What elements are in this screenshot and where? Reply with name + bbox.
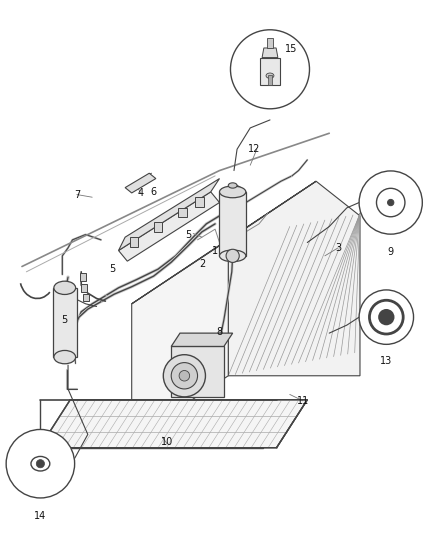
Circle shape [36,459,44,468]
Circle shape [369,300,402,334]
Text: 5: 5 [61,315,67,325]
Bar [153,222,162,232]
Circle shape [6,430,74,498]
Bar [260,58,279,85]
Text: 9: 9 [387,247,393,256]
Bar [195,197,204,207]
Bar [177,208,186,217]
Text: 13: 13 [379,356,392,366]
Circle shape [377,309,394,325]
Circle shape [171,362,197,389]
Text: 3: 3 [334,243,340,253]
Text: 15: 15 [284,44,297,54]
Text: 4: 4 [137,188,143,198]
Circle shape [358,171,421,234]
Polygon shape [118,192,219,261]
Circle shape [226,249,239,262]
Polygon shape [131,240,228,440]
Ellipse shape [54,281,75,295]
Text: 7: 7 [74,190,80,199]
Bar [268,75,271,85]
Circle shape [387,199,393,206]
Text: 14: 14 [34,511,46,521]
Polygon shape [53,288,77,357]
Bar [267,38,272,48]
Circle shape [358,290,413,344]
Bar [82,294,88,301]
Polygon shape [125,173,155,193]
Bar [81,284,87,292]
Circle shape [230,30,309,109]
Polygon shape [228,181,359,376]
Ellipse shape [219,186,245,198]
Circle shape [163,354,205,397]
Text: 12: 12 [248,144,260,154]
Text: 8: 8 [216,327,222,336]
Polygon shape [261,48,277,58]
Ellipse shape [54,351,75,364]
Polygon shape [118,179,219,251]
Ellipse shape [228,183,237,188]
Bar [129,237,138,247]
Text: 5: 5 [109,264,115,274]
Polygon shape [171,346,223,397]
Ellipse shape [265,73,273,78]
Text: 2: 2 [198,259,205,269]
Polygon shape [131,181,315,304]
Circle shape [376,188,404,217]
Polygon shape [171,333,232,346]
Circle shape [179,370,189,381]
Ellipse shape [219,250,245,262]
Text: 6: 6 [150,187,156,197]
Text: 11: 11 [296,396,308,406]
Text: 1: 1 [212,246,218,255]
Text: 5: 5 [185,230,191,239]
Bar [80,273,86,281]
Polygon shape [39,400,307,448]
Polygon shape [219,192,245,256]
Text: 10: 10 [160,438,173,447]
Ellipse shape [31,456,49,471]
